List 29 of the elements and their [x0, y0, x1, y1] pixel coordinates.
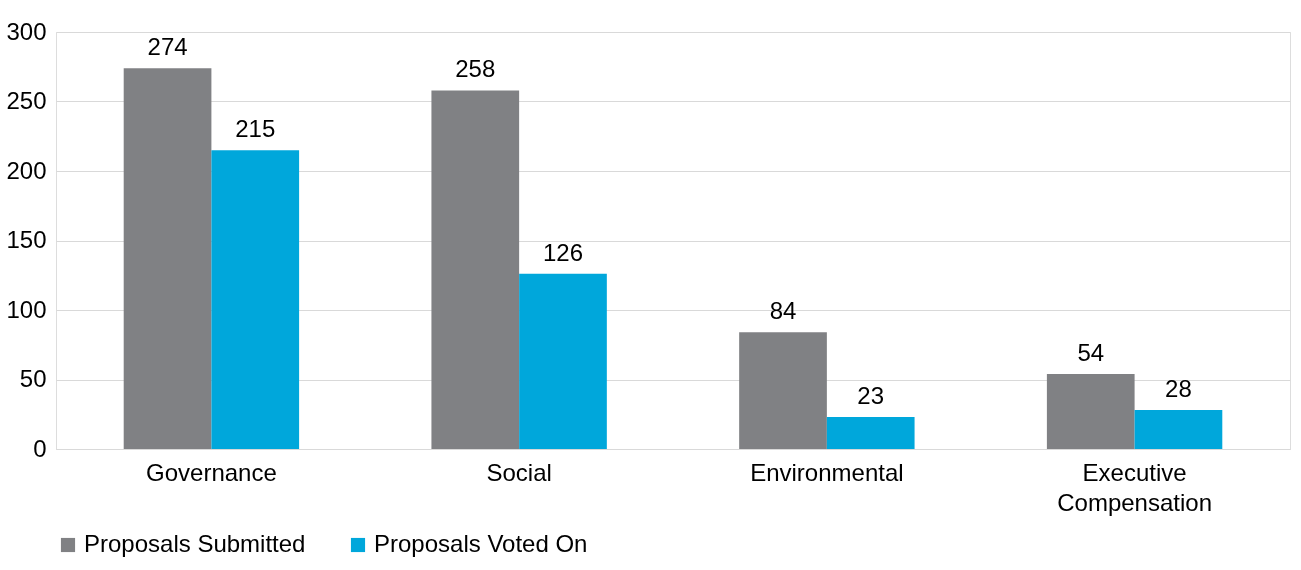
legend-label: Proposals Submitted: [84, 530, 306, 557]
y-tick-label: 300: [6, 17, 47, 45]
data-label: 28: [1165, 375, 1192, 403]
data-label: 274: [147, 33, 188, 61]
bar: [431, 90, 520, 449]
bar: [211, 150, 300, 449]
bar: [519, 273, 607, 449]
y-tick-label: 200: [6, 156, 47, 184]
bar: [1046, 373, 1135, 449]
y-tick-label: 150: [6, 226, 47, 253]
data-label: 84: [769, 297, 797, 325]
data-label: 23: [857, 382, 885, 410]
legend-label: Proposals Voted On: [374, 530, 588, 557]
data-label: 54: [1077, 338, 1105, 366]
x-tick-label: Social: [486, 458, 552, 486]
bar: [123, 68, 212, 449]
data-label: 126: [542, 238, 584, 266]
x-tick-label: Executive Compensation: [1057, 458, 1212, 516]
y-tick-label: 50: [19, 365, 47, 392]
data-label: 215: [235, 115, 276, 143]
x-tick-label: Governance: [146, 458, 277, 486]
data-label: 258: [455, 55, 496, 83]
y-tick-label: 100: [6, 295, 47, 323]
y-tick-label: 250: [6, 87, 47, 114]
bar: [826, 417, 915, 449]
bar: [1134, 410, 1223, 449]
bar: [739, 332, 827, 449]
y-tick-label: 0: [33, 434, 47, 462]
x-tick-label: Environmental: [750, 458, 904, 486]
